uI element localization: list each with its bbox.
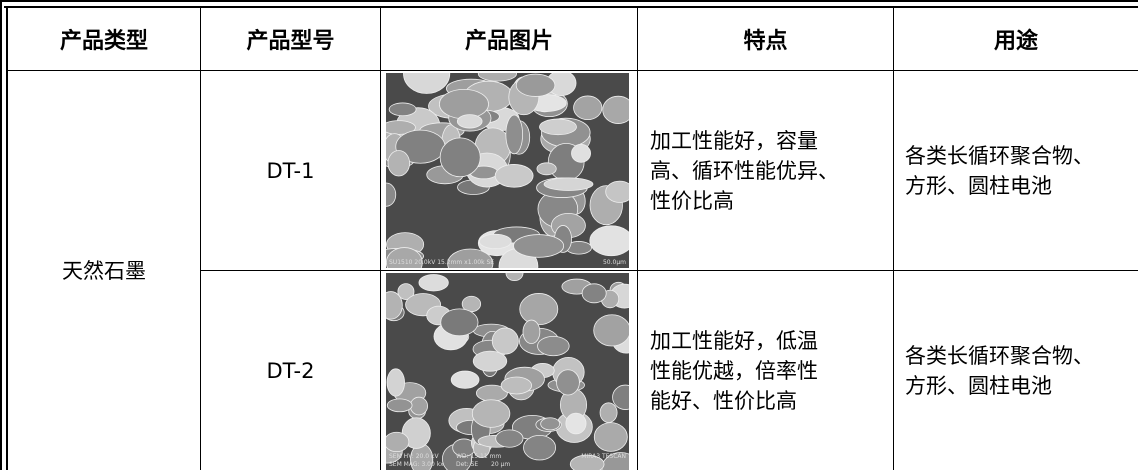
particle [403,73,451,94]
particle [540,417,561,431]
product-image: SU1510 20.0kV 15.2mm x1.00k SE 50.0μm [386,73,629,268]
particle [593,422,628,452]
particle [505,114,524,155]
particle [471,399,511,428]
header-cell: 产品图片 [464,29,553,54]
particle [573,95,603,121]
model-cell: DT-2 [266,358,315,383]
particle [447,248,494,268]
particle [495,429,524,448]
particle [500,376,533,395]
particle [387,150,411,177]
particle [612,384,629,410]
product-image: SEM HV: 20.0 kV WD: 15.11 mm MIRA3 TESCA… [386,273,629,470]
particle [515,73,556,97]
particle [605,180,629,203]
particle [386,291,403,320]
border [200,6,201,470]
header-cell: 特点 [743,29,788,54]
type-cell: 天然石墨 [62,258,146,283]
uses-cell: 各类长循环聚合物、 方形、圆柱电池 [905,71,1138,270]
features-cell: 加工性能好，低温 性能优越，倍率性 能好、性价比高 [650,271,893,470]
border [0,0,2,470]
image-caption: SEM HV: 20.0 kV [389,453,439,460]
particle [491,327,519,355]
particle [519,293,559,326]
border [6,70,1138,71]
text-line: 各类长循环聚合物、 [905,343,1094,368]
model-cell: DT-1 [266,158,315,183]
particle [386,398,413,413]
particle [539,118,577,136]
particle [386,368,405,397]
particle [386,247,423,268]
particle [556,369,580,396]
text-line: 性价比高 [650,188,734,213]
image-caption: WD: 15.11 mm [456,453,502,460]
image-caption: 20 μm [491,461,511,468]
particle [543,177,594,191]
particle [440,308,479,337]
micrograph [386,73,629,268]
uses-cell: 各类长循环聚合物、 方形、圆柱电池 [905,271,1138,470]
particle [523,434,557,461]
particle [581,283,607,304]
particle [589,225,629,257]
header-cell: 产品类型 [59,29,148,54]
text-line: 各类长循环聚合物、 [905,143,1094,168]
particle [565,412,587,435]
particle [397,283,415,300]
particle [386,182,397,207]
border [637,6,638,470]
particle [494,164,534,188]
text-line: 加工性能好，容量 [650,128,818,153]
image-caption: Det: SE [456,461,479,468]
particle [593,314,629,347]
features-cell: 加工性能好，容量 高、循环性能优异、 性价比高 [650,71,893,270]
micrograph [386,273,629,470]
particle [513,234,565,258]
image-caption: SEM MAG: 3.00 kx [389,461,444,468]
header-cell: 产品型号 [246,29,335,54]
particle [418,274,449,292]
text-line: 性能优越，倍率性 [650,358,818,383]
particle [439,137,481,178]
image-caption: MIRA3 TESCAN [581,453,626,460]
text-line: 高、循环性能优异、 [650,158,839,183]
header-cell: 用途 [993,29,1038,54]
particle [456,114,483,129]
particle [477,73,517,82]
particle [599,402,618,423]
particle [537,335,570,357]
border [200,270,1138,271]
border [0,0,1138,2]
particle [522,319,541,344]
image-caption: SU1510 20.0kV 15.2mm x1.00k SE [389,259,495,266]
particle [478,233,512,250]
border [380,6,381,470]
border [6,6,8,470]
text-line: 方形、圆柱电池 [905,173,1052,198]
particle [602,95,629,124]
border [893,6,894,470]
particle [569,454,605,470]
particle [439,88,489,120]
image-caption: 50.0μm [602,259,626,266]
text-line: 方形、圆柱电池 [905,373,1052,398]
particle [536,162,557,176]
particle [505,273,524,282]
particle [386,431,410,453]
text-line: 能好、性价比高 [650,388,797,413]
border [4,6,1138,8]
particle [388,102,417,117]
particle [472,350,508,372]
particle [571,144,591,163]
text-line: 加工性能好，低温 [650,328,818,353]
particle [450,370,480,389]
particle [409,396,429,416]
